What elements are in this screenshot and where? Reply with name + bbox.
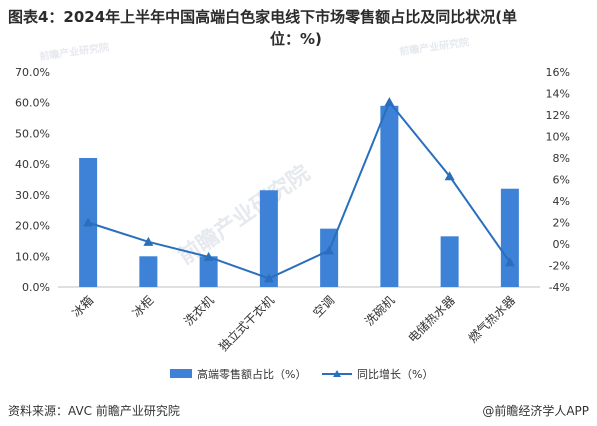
growth-line [87, 100, 511, 280]
watermark-text-2: 前瞻产业研究院 [39, 40, 110, 63]
legend-swatch-bar [170, 369, 192, 378]
bar-7 [440, 236, 459, 287]
brand-credit: @前瞻经济学人APP [482, 404, 589, 418]
bar-6 [380, 105, 399, 288]
right-axis-tick-label: 14% [546, 88, 570, 101]
bar-3 [199, 256, 218, 287]
left-axis-tick-label: 70.0% [15, 66, 50, 79]
left-axis-tick-label: 20.0% [15, 220, 50, 233]
left-axis-tick-label: 30.0% [15, 189, 50, 202]
bar-2 [139, 256, 158, 287]
right-axis-tick-label: 0% [553, 238, 570, 251]
x-axis-label: 电储热水器 [405, 293, 458, 346]
chart-axes: 0.0% 10.0% 20.0% 30.0% 40.0% 50.0% 60.0% 70.0% -… [15, 66, 570, 294]
growth-point-2 [143, 236, 154, 246]
right-axis-tick-label: 12% [546, 109, 570, 122]
x-axis-label: 洗衣机 [181, 293, 217, 329]
source-note: 资料来源：AVC 前瞻产业研究院 [8, 404, 180, 418]
growth-point-7 [444, 171, 455, 181]
bar-4 [259, 190, 278, 287]
legend: 高端零售额占比（%） 同比增长（%） [170, 367, 433, 381]
legend-label-line: 同比增长（%） [357, 367, 433, 381]
x-axis-label: 燃气热水器 [465, 293, 518, 346]
chart-title: 图表4：2024年上半年中国高端白色家电线下市场零售额占比及同比状况(单 位：%… [8, 6, 588, 50]
growth-point-5 [324, 245, 335, 255]
left-axis-tick-label: 60.0% [15, 97, 50, 110]
right-axis-tick-label: 4% [553, 195, 570, 208]
chart-title-line2: 位：%) [270, 30, 322, 48]
left-axis-tick-label: 40.0% [15, 158, 50, 171]
left-axis-tick-label: 10.0% [15, 250, 50, 263]
x-axis-label: 洗碗机 [361, 293, 397, 329]
right-axis-tick-label: -4% [549, 281, 570, 294]
right-axis-tick-label: 8% [553, 152, 570, 165]
x-axis-labels: 冰箱 冰柜 洗衣机 独立式干衣机 空调 洗碗机 电储热水器 燃气热水器 [69, 293, 518, 355]
right-axis-tick-label: 6% [553, 174, 570, 187]
right-axis-tick-label: 10% [546, 131, 570, 144]
growth-point-1 [83, 217, 94, 227]
bar-8 [500, 188, 519, 287]
bar-series [79, 105, 519, 288]
watermark-text-1: 前瞻产业研究院 [399, 35, 470, 58]
line-series [83, 97, 515, 283]
right-axis-tick-label: 16% [546, 66, 570, 79]
x-axis-label: 冰箱 [69, 293, 97, 321]
chart-title-line1: 图表4：2024年上半年中国高端白色家电线下市场零售额占比及同比状况(单 [8, 8, 518, 26]
legend-label-bar: 高端零售额占比（%） [197, 367, 306, 381]
right-axis-tick-label: -2% [549, 260, 570, 273]
growth-point-8 [504, 257, 515, 267]
growth-point-4 [263, 273, 274, 283]
bar-5 [320, 228, 339, 287]
x-axis-label: 独立式干衣机 [215, 293, 277, 355]
left-axis-tick-label: 0.0% [22, 281, 50, 294]
right-axis-tick-label: 2% [553, 217, 570, 230]
growth-point-6 [384, 97, 395, 107]
left-axis-tick-label: 50.0% [15, 127, 50, 140]
legend-swatch-marker [333, 370, 341, 377]
x-axis-label: 空调 [310, 293, 337, 320]
x-axis-label: 冰柜 [130, 293, 157, 320]
growth-point-3 [203, 251, 214, 261]
